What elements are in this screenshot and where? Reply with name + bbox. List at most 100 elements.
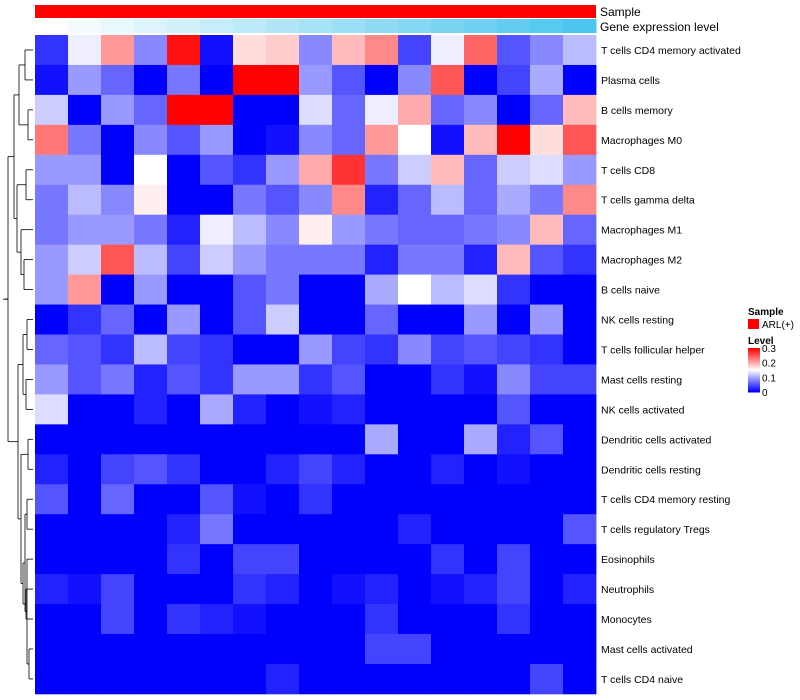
expression-annotation-cell xyxy=(101,19,135,33)
legend-gradient-step xyxy=(748,351,760,353)
legend-gradient-step xyxy=(748,365,760,367)
heatmap-cell xyxy=(563,544,597,575)
heatmap-cell xyxy=(200,484,234,515)
row-dendrogram xyxy=(3,49,33,680)
legend-gradient-step xyxy=(748,388,760,390)
heatmap-cell xyxy=(134,574,168,605)
heatmap-cell xyxy=(365,514,399,545)
heatmap-cell xyxy=(431,334,465,365)
heatmap-cell xyxy=(200,514,234,545)
heatmap-cell xyxy=(464,634,498,665)
heatmap-cell xyxy=(464,64,498,96)
row-label: Monocytes xyxy=(601,614,652,626)
heatmap-cell xyxy=(167,663,201,695)
heatmap-cell xyxy=(332,634,366,665)
heatmap-cell xyxy=(563,454,597,485)
heatmap-cell xyxy=(497,394,531,425)
heatmap-cell xyxy=(563,604,597,635)
heatmap-cell xyxy=(497,634,531,665)
legend-gradient-step xyxy=(748,363,760,365)
heatmap-cell xyxy=(200,574,234,605)
heatmap-cell xyxy=(497,35,531,66)
heatmap-cell xyxy=(563,364,597,395)
heatmap-cell xyxy=(398,304,432,335)
heatmap-cell xyxy=(332,454,366,485)
row-labels: T cells CD4 memory activated Plasma cells… xyxy=(601,45,741,686)
heatmap-cell xyxy=(68,544,102,575)
heatmap-cell xyxy=(530,394,564,425)
heatmap-cell xyxy=(167,484,201,515)
heatmap-cell xyxy=(332,274,366,305)
heatmap-cell xyxy=(398,35,432,66)
heatmap-cell xyxy=(398,604,432,635)
heatmap-cell xyxy=(68,663,102,695)
heatmap-cell xyxy=(299,514,333,545)
heatmap-cell xyxy=(200,184,234,216)
heatmap-cell xyxy=(332,94,366,126)
heatmap-cell xyxy=(530,484,564,515)
legend-gradient-step xyxy=(748,349,760,351)
heatmap-cell xyxy=(365,304,399,335)
heatmap-cell xyxy=(464,394,498,425)
row-label: B cells memory xyxy=(601,105,674,117)
heatmap-cell xyxy=(35,274,69,305)
heatmap-cell xyxy=(497,484,531,515)
heatmap-cell xyxy=(68,364,102,395)
heatmap-cell xyxy=(266,124,300,156)
heatmap-cell xyxy=(365,663,399,695)
heatmap-cell xyxy=(266,454,300,485)
heatmap-cell xyxy=(365,214,399,246)
heatmap-cell xyxy=(563,574,597,605)
heatmap-cell xyxy=(200,64,234,96)
heatmap-cell xyxy=(497,94,531,126)
expression-annotation-cell xyxy=(35,19,69,33)
heatmap-cell xyxy=(134,244,168,275)
heatmap-cell xyxy=(464,484,498,515)
heatmap-cell xyxy=(332,364,366,395)
heatmap-cell xyxy=(464,35,498,66)
heatmap-cell xyxy=(68,304,102,335)
heatmap-cell xyxy=(530,274,564,305)
heatmap-cell xyxy=(431,64,465,96)
legend-gradient-step xyxy=(748,354,760,356)
legend-gradient-step xyxy=(748,350,760,352)
legend-gradient-step xyxy=(748,371,760,373)
expression-annotation-cell xyxy=(530,19,564,33)
legend-gradient-step xyxy=(748,367,760,369)
heatmap-cell xyxy=(464,663,498,695)
legend-gradient-step xyxy=(748,387,760,389)
heatmap-cell xyxy=(134,304,168,335)
heatmap-cell xyxy=(101,64,135,96)
annotation-label-sample: Sample xyxy=(600,5,641,19)
heatmap-cell xyxy=(365,154,399,186)
heatmap-cell xyxy=(497,64,531,96)
heatmap-cell xyxy=(530,214,564,246)
heatmap-cell xyxy=(365,604,399,635)
legend-gradient-step xyxy=(748,358,760,360)
heatmap-cell xyxy=(167,544,201,575)
heatmap-cell xyxy=(200,663,234,695)
heatmap-cell xyxy=(563,634,597,665)
heatmap-cell xyxy=(35,634,69,665)
heatmap-cell xyxy=(332,184,366,216)
heatmap-cell xyxy=(431,574,465,605)
heatmap-cell xyxy=(233,184,267,216)
heatmap-cell xyxy=(431,454,465,485)
heatmap-cell xyxy=(233,154,267,186)
legend-title-sample: Sample xyxy=(748,307,784,318)
heatmap-cell xyxy=(68,334,102,365)
heatmap-cell xyxy=(167,364,201,395)
heatmap-cell xyxy=(299,574,333,605)
heatmap-cell xyxy=(266,334,300,365)
heatmap-cell xyxy=(167,124,201,156)
legend-gradient-step xyxy=(748,381,760,383)
legend-title-level: Level xyxy=(748,336,774,347)
heatmap-cell xyxy=(35,154,69,186)
heatmap-cell xyxy=(563,214,597,246)
expression-annotation-cell xyxy=(299,19,333,33)
expression-annotation-cell xyxy=(68,19,102,33)
heatmap-cell xyxy=(398,663,432,695)
heatmap-cell xyxy=(563,124,597,156)
heatmap-cell xyxy=(563,484,597,515)
